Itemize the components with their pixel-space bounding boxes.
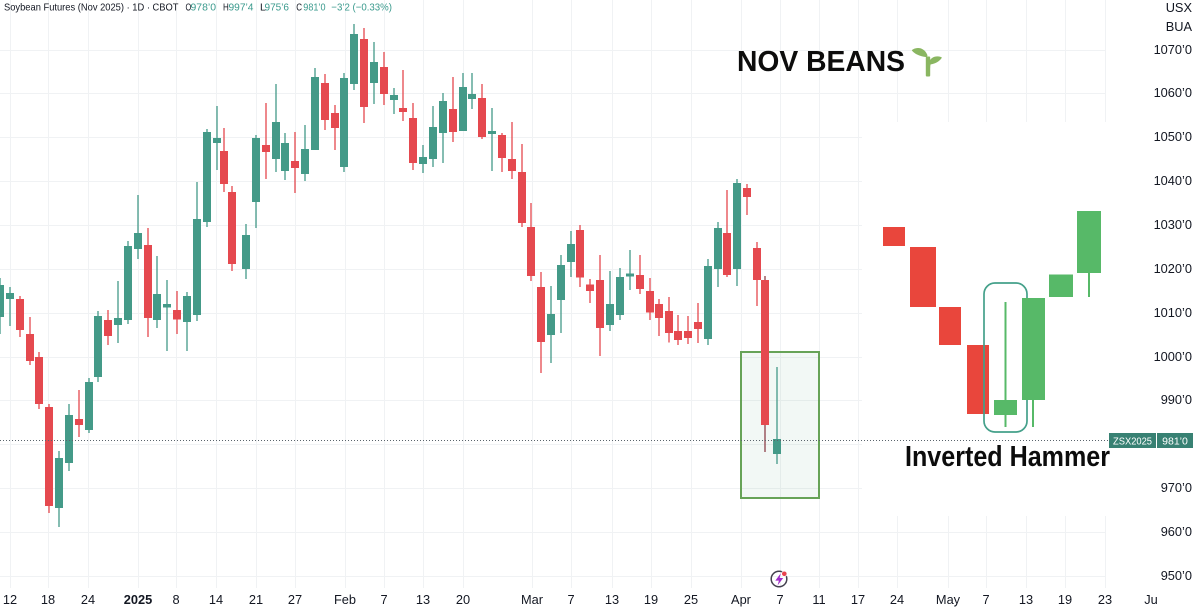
svg-text:12: 12: [3, 592, 17, 607]
svg-text:27: 27: [288, 592, 302, 607]
svg-text:Ju: Ju: [1144, 592, 1158, 607]
svg-text:1000’0: 1000’0: [1154, 349, 1192, 364]
svg-text:O: O: [186, 2, 192, 13]
svg-text:7: 7: [380, 592, 387, 607]
svg-text:24: 24: [81, 592, 95, 607]
svg-text:7: 7: [776, 592, 783, 607]
svg-text:997’4: 997’4: [229, 2, 254, 13]
svg-text:25: 25: [684, 592, 698, 607]
svg-text:L: L: [260, 2, 266, 13]
svg-text:1020’0: 1020’0: [1154, 261, 1192, 276]
svg-text:19: 19: [644, 592, 658, 607]
svg-text:978’0: 978’0: [191, 2, 217, 13]
svg-text:970’0: 970’0: [1161, 480, 1192, 495]
svg-text:BUA: BUA: [1166, 19, 1193, 34]
svg-text:24: 24: [890, 592, 904, 607]
svg-text:7: 7: [982, 592, 989, 607]
svg-text:1030’0: 1030’0: [1154, 217, 1192, 232]
svg-text:13: 13: [1019, 592, 1033, 607]
svg-text:May: May: [936, 592, 961, 607]
svg-text:14: 14: [209, 592, 223, 607]
svg-text:975’6: 975’6: [265, 2, 290, 13]
svg-text:18: 18: [41, 592, 55, 607]
svg-text:981’0: 981’0: [1162, 436, 1188, 448]
svg-text:20: 20: [456, 592, 470, 607]
svg-text:990’0: 990’0: [1161, 392, 1192, 407]
svg-text:Apr: Apr: [731, 592, 752, 607]
svg-text:Feb: Feb: [334, 592, 356, 607]
svg-text:Mar: Mar: [521, 592, 544, 607]
svg-text:11: 11: [812, 592, 825, 607]
svg-text:13: 13: [416, 592, 430, 607]
svg-text:960’0: 960’0: [1161, 524, 1192, 539]
svg-text:NOV BEANS: NOV BEANS: [737, 46, 905, 78]
svg-text:1070’0: 1070’0: [1154, 42, 1192, 57]
svg-text:17: 17: [851, 592, 865, 607]
svg-text:−3’2 (−0.33%): −3’2 (−0.33%): [331, 2, 392, 13]
svg-text:7: 7: [567, 592, 574, 607]
svg-text:2025: 2025: [124, 592, 152, 607]
svg-text:13: 13: [605, 592, 619, 607]
svg-text:1050’0: 1050’0: [1154, 129, 1192, 144]
svg-text:H: H: [223, 2, 229, 13]
svg-text:1040’0: 1040’0: [1154, 173, 1192, 188]
svg-text:1010’0: 1010’0: [1154, 305, 1192, 320]
svg-text:Inverted Hammer: Inverted Hammer: [905, 441, 1110, 473]
svg-text:981’0: 981’0: [303, 2, 325, 13]
svg-text:21: 21: [249, 592, 263, 607]
svg-text:8: 8: [172, 592, 179, 607]
svg-text:Soybean Futures (Nov 2025) · 1: Soybean Futures (Nov 2025) · 1D · CBOT: [4, 2, 179, 13]
svg-text:950’0: 950’0: [1161, 568, 1192, 583]
svg-text:1060’0: 1060’0: [1154, 85, 1192, 100]
svg-text:C: C: [296, 2, 302, 13]
svg-text:USX: USX: [1166, 0, 1193, 15]
svg-text:19: 19: [1058, 592, 1072, 607]
svg-text:ZSX2025: ZSX2025: [1113, 436, 1152, 447]
svg-text:23: 23: [1098, 592, 1112, 607]
